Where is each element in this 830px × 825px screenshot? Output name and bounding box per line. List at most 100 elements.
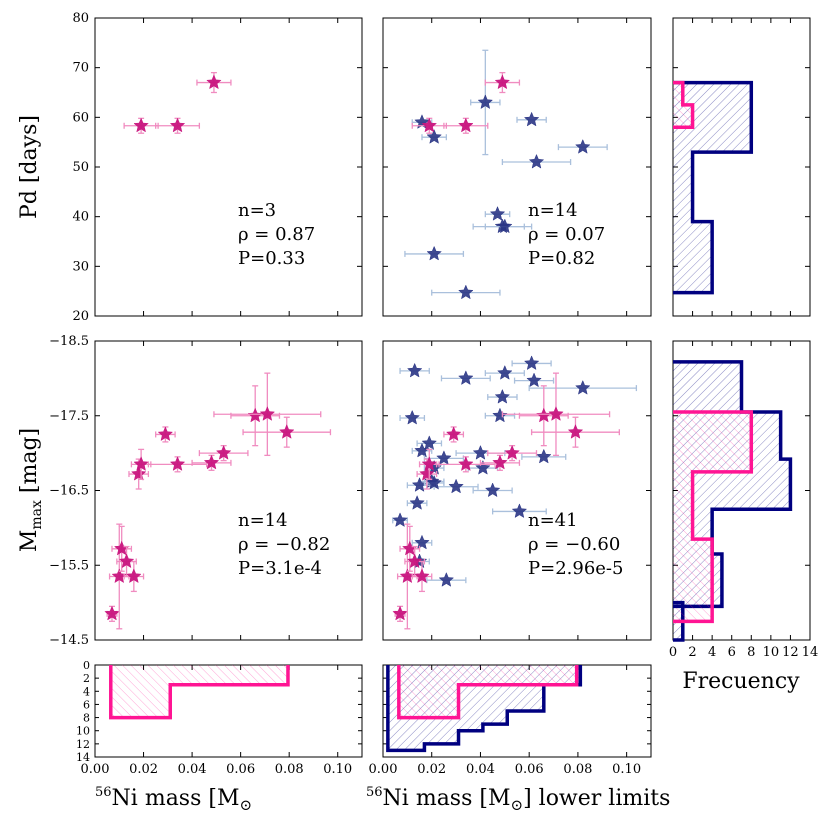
hist_mmax-xtick-label: 6 (728, 645, 736, 660)
mmax_vs_ni_measured-ytick-label: −15.5 (49, 558, 89, 573)
ni-mass-lower-tail: ] lower limits (523, 786, 670, 811)
data-point-measured (169, 456, 186, 471)
pd_vs_ni_measured-ytick-label: 30 (72, 259, 89, 274)
hist_mmax-xtick-label: 2 (688, 645, 696, 660)
data-point-lower-limit (426, 129, 442, 144)
pd_vs_ni_measured-ytick-label: 60 (72, 110, 89, 125)
pd_vs_ni_measured-ytick-label: 20 (72, 309, 89, 324)
mmax_vs_ni_measured-ytick-label: −18.5 (49, 334, 89, 349)
data-point-lower-limit (477, 94, 494, 110)
data-point-lower-limit (536, 448, 552, 464)
data-point-lower-limit (494, 388, 511, 404)
data-point-measured (130, 465, 147, 481)
hist_x_lower-xtick-label: 0.10 (612, 762, 641, 777)
histogram-lower-limits (673, 80, 754, 295)
data-point-lower-limit (426, 245, 442, 261)
ni-mass-text: Ni mass [M (112, 786, 240, 811)
annotation-n: n=14 (528, 200, 578, 221)
histogram-lower-limits (673, 600, 685, 609)
data-point-lower-limit (575, 138, 591, 154)
data-point-lower-limit (492, 407, 508, 423)
annotation-p: P=0.82 (528, 248, 595, 269)
data-point-measured (279, 424, 295, 439)
data-point-measured (169, 117, 186, 133)
data-point-lower-limit (458, 284, 474, 300)
hist_x_lower-xtick-label: 0.00 (369, 762, 398, 777)
data-point-measured (421, 117, 438, 133)
data-point-lower-limit (438, 572, 455, 587)
data-point-measured (206, 74, 222, 90)
hist_x_measured-xtick-label: 0.08 (275, 762, 304, 777)
hist_x_measured-ytick-label: 12 (76, 738, 90, 751)
pd_vs_ni_measured-ytick-label: 40 (72, 210, 89, 225)
data-point-lower-limit (497, 218, 513, 234)
hist_x_measured-xtick-label: 0.02 (129, 762, 158, 777)
data-point-lower-limit (392, 512, 408, 527)
data-point-lower-limit (489, 206, 506, 221)
data-point-lower-limit (484, 482, 501, 498)
hist_x_measured-ytick-label: 6 (83, 698, 90, 711)
ni-mass-sup: 56 (95, 785, 112, 800)
data-point-lower-limit (426, 474, 442, 490)
data-point-lower-limit (406, 362, 423, 378)
data-point-measured (458, 117, 474, 133)
data-point-measured (157, 426, 174, 442)
annotation-p: P=3.1e-4 (238, 558, 322, 579)
mmax-label-main: M (17, 530, 42, 553)
hist_x_measured-ytick-label: 8 (83, 712, 90, 725)
pd_vs_ni_measured-ytick-label: 80 (72, 11, 89, 26)
histogram-measured (673, 410, 754, 624)
ni-mass-axis-label: 56Ni mass [M⊙ (95, 785, 252, 814)
mmax-label-rest: [mag] (17, 428, 42, 500)
hist_x_measured-ytick-label: 4 (83, 685, 90, 698)
data-point-measured (458, 456, 474, 471)
hist_mmax-xtick-label: 4 (708, 645, 716, 660)
data-point-measured (419, 465, 435, 481)
mmax_vs_ni_measured-ytick-label: −17.5 (49, 409, 89, 424)
hist_mmax-xtick-label: 12 (782, 645, 799, 660)
mmax-axis-label: Mmax [mag] (17, 428, 45, 552)
hist_mmax-xtick-label: 10 (763, 645, 780, 660)
data-point-lower-limit (409, 495, 425, 510)
hist_x_measured-xtick-label: 0.06 (226, 762, 255, 777)
mmax_vs_ni_measured-ytick-label: −14.5 (49, 633, 89, 648)
hist_x_measured-ytick-label: 10 (76, 725, 90, 738)
hist_x_measured-ytick-label: 14 (76, 751, 90, 764)
pd_vs_ni_measured-frame (94, 17, 363, 317)
data-point-lower-limit (526, 372, 542, 388)
data-point-lower-limit (414, 442, 430, 458)
annotation-rho: ρ = 0.87 (238, 224, 315, 245)
data-point-measured (259, 406, 276, 421)
data-point-measured (504, 444, 520, 460)
data-point-measured (445, 426, 462, 442)
data-point-measured (392, 605, 408, 621)
hist_x_lower-xtick-label: 0.02 (417, 762, 446, 777)
mmax_vs_ni_measured-frame (94, 340, 363, 641)
hist_x_lower-xtick-label: 0.06 (515, 762, 544, 777)
data-point-measured (203, 454, 220, 470)
ni-mass-sun: ⊙ (240, 796, 253, 814)
annotation-p: P=2.96e-5 (528, 558, 623, 579)
data-point-measured (247, 407, 263, 423)
hist_x_measured-xtick-label: 0.00 (81, 762, 110, 777)
data-point-lower-limit (575, 379, 591, 395)
frequency-axis-label: Frecuency (682, 669, 800, 694)
data-point-lower-limit (458, 370, 474, 385)
pd_vs_ni_measured-ytick-label: 70 (72, 61, 89, 76)
hist_x_measured-xtick-label: 0.10 (323, 762, 352, 777)
annotation-n: n=14 (238, 510, 288, 531)
annotation-rho: ρ = 0.07 (528, 224, 605, 245)
hist_mmax-xtick-label: 14 (802, 645, 819, 660)
histogram-measured (673, 80, 695, 130)
hist_x_lower-xtick-label: 0.08 (563, 762, 592, 777)
data-point-measured (492, 454, 508, 470)
data-point-lower-limit (475, 459, 491, 475)
mmax_vs_ni_measured-ytick-label: −16.5 (49, 484, 89, 499)
pd-axis-label: Pd [days] (17, 115, 42, 219)
data-point-lower-limit (528, 153, 545, 169)
ni-mass-lower-sup: 56 (366, 785, 383, 800)
data-point-lower-limit (523, 355, 540, 371)
data-point-measured (548, 406, 564, 421)
data-point-measured (421, 456, 438, 471)
hist_x_lower-xtick-label: 0.04 (466, 762, 495, 777)
